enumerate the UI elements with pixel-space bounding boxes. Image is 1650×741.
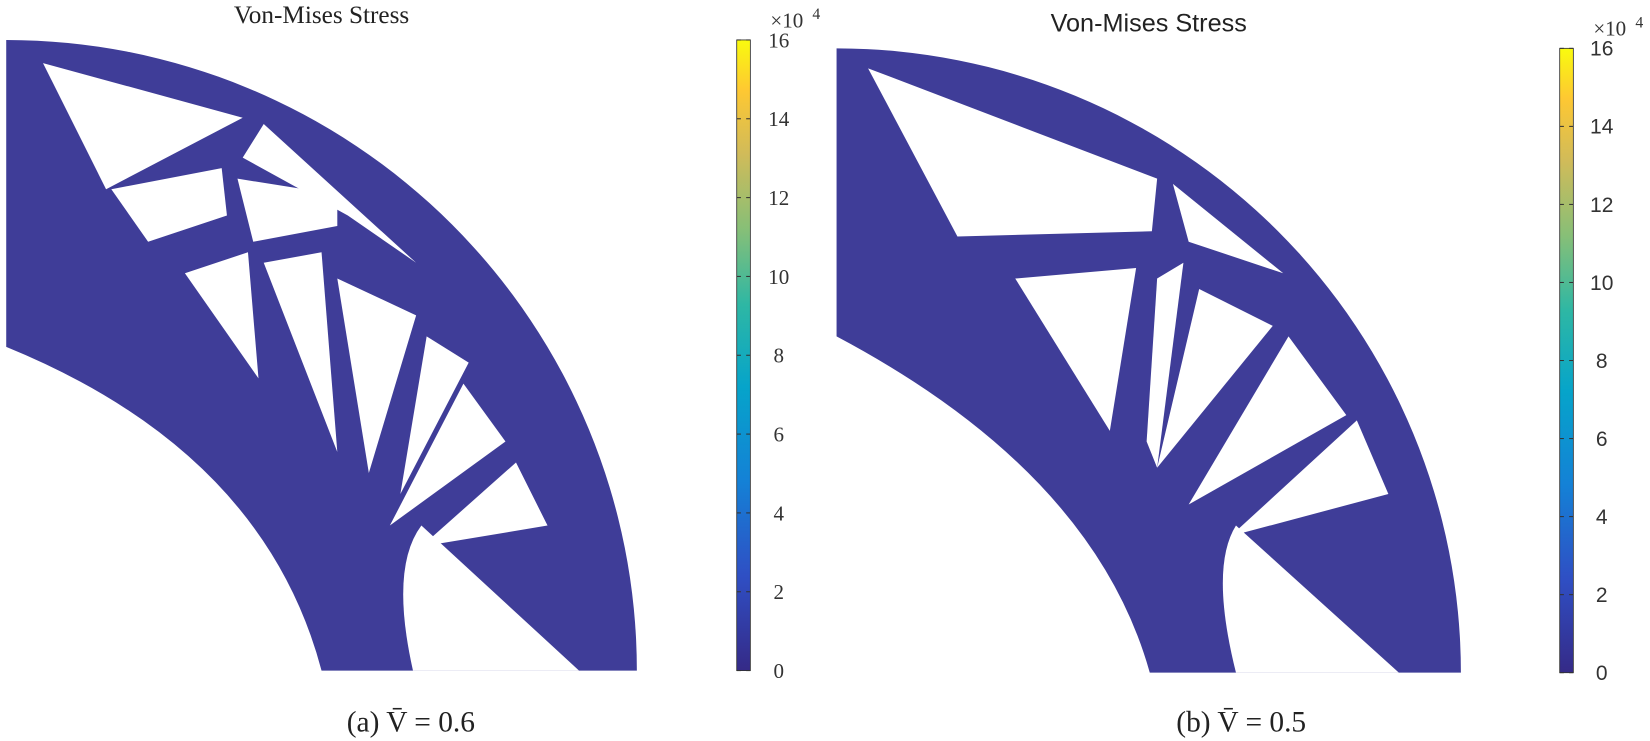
panel-title: Von-Mises Stress	[1051, 10, 1247, 38]
colorbar-tick-label: 6	[1596, 428, 1608, 451]
colorbar-tick-label: 4	[1596, 506, 1608, 529]
panel-caption: (b) V̄ = 0.5	[1176, 707, 1306, 739]
panel-caption: (a) V̄ = 0.6	[347, 707, 475, 739]
colorbar-multiplier: ×10	[1593, 17, 1626, 41]
structure-b	[836, 48, 1461, 673]
colorbar-tick-label: 16	[768, 28, 789, 52]
colorbar-tick-label: 8	[773, 344, 784, 368]
colorbar-tick-label: 0	[773, 659, 784, 683]
colorbar-tick-label: 8	[1596, 350, 1608, 373]
colorbar-tick-label: 12	[768, 186, 789, 210]
colorbar-tick-label: 2	[1596, 584, 1608, 607]
colorbar-exponent: 4	[812, 6, 820, 23]
colorbar-tick-label: 10	[768, 265, 789, 289]
colorbar-tick-label: 6	[773, 422, 784, 446]
structure-a	[6, 39, 637, 671]
colorbar-tick-label: 2	[773, 580, 784, 604]
colorbar-tick-label: 10	[1590, 272, 1613, 295]
colorbar-tick-label: 4	[773, 501, 784, 525]
colorbar-tick-label: 0	[1596, 662, 1608, 685]
panel-title: Von-Mises Stress	[234, 2, 409, 29]
colorbar-exponent: 4	[1635, 14, 1643, 31]
colorbar-tick-label: 14	[1590, 116, 1614, 139]
colorbar-tick-label: 12	[1590, 194, 1613, 217]
colorbar-tick-label: 14	[768, 107, 790, 131]
colorbar-multiplier: ×10	[770, 8, 803, 32]
colorbar-tick-label: 16	[1590, 38, 1613, 61]
